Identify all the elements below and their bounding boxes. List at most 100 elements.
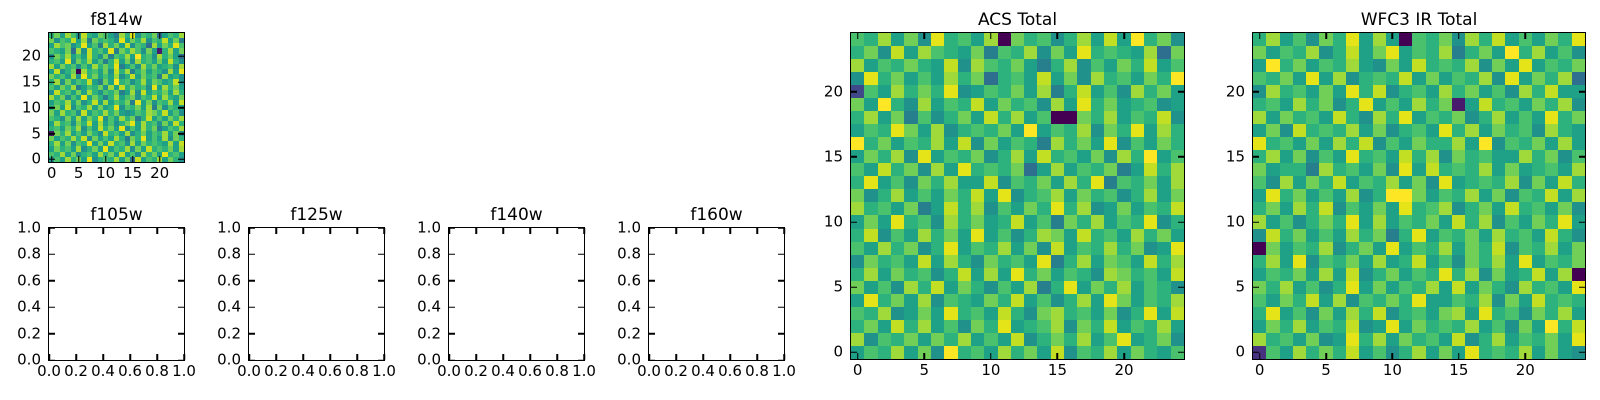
heatmap-cell xyxy=(1077,46,1091,60)
heatmap-cell xyxy=(1104,345,1118,359)
heatmap-cell xyxy=(877,202,891,216)
heatmap-cell xyxy=(1090,241,1105,255)
heatmap-cell xyxy=(1558,46,1572,60)
heatmap-cell xyxy=(1465,202,1479,216)
heatmap-cell xyxy=(970,163,985,177)
heatmap-cell xyxy=(1144,33,1158,47)
heatmap-cell xyxy=(1157,46,1171,60)
heatmap-cell xyxy=(1492,280,1506,294)
heatmap-cell xyxy=(957,306,971,320)
heatmap-cell xyxy=(1144,85,1158,99)
heatmap-cell xyxy=(1170,98,1184,112)
heatmap-cell xyxy=(1332,202,1346,216)
x-tick-mark xyxy=(356,228,358,234)
heatmap-cell xyxy=(851,189,865,203)
heatmap-cell xyxy=(890,59,905,73)
heatmap-cell xyxy=(997,345,1011,359)
heatmap-cell xyxy=(1452,215,1466,229)
heatmap-cell xyxy=(146,115,152,121)
heatmap-cell xyxy=(178,58,184,64)
heatmap-cell xyxy=(1478,124,1493,138)
heatmap-cell xyxy=(81,79,87,85)
x-tick-mark xyxy=(129,228,131,234)
x-tick-label: 0.4 xyxy=(691,362,715,380)
heatmap-cell xyxy=(103,100,109,106)
heatmap-cell xyxy=(1266,46,1280,60)
x-tick-mark xyxy=(990,353,992,359)
heatmap-cell xyxy=(1385,254,1400,268)
heatmap-cell xyxy=(124,74,130,80)
heatmap-cell xyxy=(151,94,157,101)
heatmap-cell xyxy=(930,46,945,60)
heatmap-cell xyxy=(135,79,141,85)
heatmap-cell xyxy=(1266,124,1280,138)
heatmap-cell xyxy=(1531,202,1546,216)
heatmap-cell xyxy=(877,59,891,73)
heatmap-cell xyxy=(1064,111,1078,125)
heatmap-cell xyxy=(59,33,66,39)
heatmap-cell xyxy=(1452,267,1466,281)
heatmap-cell xyxy=(103,110,109,116)
heatmap-cell xyxy=(864,59,878,73)
heatmap-cell xyxy=(1279,72,1293,86)
heatmap-cell xyxy=(1359,124,1373,138)
heatmap-cell xyxy=(1571,85,1585,99)
heatmap-cell xyxy=(1478,98,1493,112)
y-tick-label: 15 xyxy=(21,72,41,91)
heatmap-cell xyxy=(1306,150,1320,164)
heatmap-cell xyxy=(1064,33,1078,47)
heatmap-cell xyxy=(1292,176,1307,190)
heatmap-cell xyxy=(1024,59,1038,73)
heatmap-cell xyxy=(140,89,147,95)
heatmap-cell xyxy=(917,280,931,294)
heatmap-cell xyxy=(1399,98,1413,112)
heatmap-cell xyxy=(1465,280,1479,294)
y-tick-mark xyxy=(249,227,255,229)
heatmap-cell xyxy=(49,141,55,147)
heatmap-cell xyxy=(917,228,931,242)
heatmap-cell xyxy=(1345,306,1360,320)
x-tick-label: 1.0 xyxy=(572,362,596,380)
heatmap-cell xyxy=(81,74,87,80)
heatmap-cell xyxy=(984,345,998,359)
heatmap-cell xyxy=(1492,72,1506,86)
heatmap-cell xyxy=(92,130,98,137)
heatmap-cell xyxy=(70,38,76,44)
heatmap-cell xyxy=(97,33,103,39)
heatmap-cell xyxy=(92,105,98,111)
heatmap-cell xyxy=(1372,72,1386,86)
heatmap-cell xyxy=(1478,176,1493,190)
heatmap-cell xyxy=(1359,98,1373,112)
heatmap-cell xyxy=(917,163,931,177)
heatmap-cell xyxy=(1505,228,1519,242)
heatmap-cell xyxy=(1478,137,1493,151)
y-tick-mark xyxy=(1253,90,1259,93)
heatmap-cell xyxy=(930,280,945,294)
x-tick-mark xyxy=(475,228,477,234)
heatmap-cell xyxy=(1319,202,1333,216)
heatmap-cell xyxy=(1505,98,1519,112)
heatmap-cell xyxy=(890,202,905,216)
x-tick-mark xyxy=(1056,33,1059,39)
heatmap-cell xyxy=(1558,72,1572,86)
heatmap-cell xyxy=(1144,293,1158,307)
heatmap-cell xyxy=(1130,33,1145,47)
heatmap-cell xyxy=(904,293,918,307)
heatmap-cell xyxy=(1465,228,1479,242)
heatmap-cell xyxy=(59,141,66,147)
heatmap-cell xyxy=(1531,111,1546,125)
heatmap-cell xyxy=(851,215,865,229)
x-tick-label: 0 xyxy=(852,361,863,379)
heatmap-cell xyxy=(1438,215,1453,229)
heatmap-cell xyxy=(904,72,918,86)
y-tick-label: 0.4 xyxy=(217,297,241,316)
heatmap-cell xyxy=(59,115,66,121)
heatmap-cell xyxy=(1170,189,1184,203)
y-tick-mark xyxy=(1579,351,1585,354)
heatmap-cell xyxy=(1425,293,1439,307)
heatmap-cell xyxy=(1438,137,1453,151)
heatmap-cell xyxy=(54,130,60,137)
heatmap-cell xyxy=(970,280,985,294)
heatmap-cell xyxy=(1465,293,1479,307)
heatmap-cell xyxy=(1010,33,1025,47)
